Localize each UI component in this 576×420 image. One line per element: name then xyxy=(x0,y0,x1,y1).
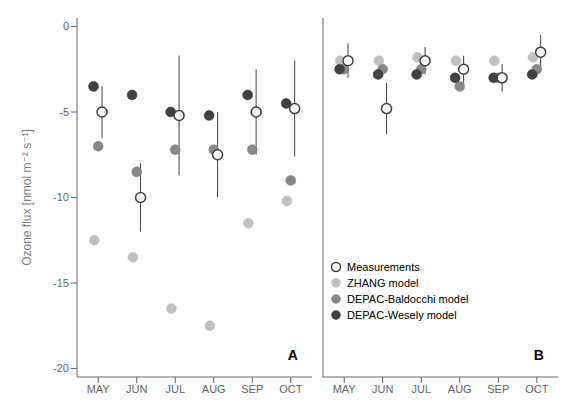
svg-text:AUG: AUG xyxy=(202,383,226,395)
html-text:DEPAC-Wesely model: DEPAC-Wesely model xyxy=(347,309,457,322)
html-text:DEPAC-Baldocchi model: DEPAC-Baldocchi model xyxy=(347,293,469,306)
svg-text:JUN: JUN xyxy=(372,383,393,395)
svg-text:JUL: JUL xyxy=(411,383,431,395)
svg-text:SEP: SEP xyxy=(241,383,263,395)
svg-text:-15: -15 xyxy=(53,277,69,289)
svg-text:-10: -10 xyxy=(53,191,69,203)
svg-text:Ozone flux [nmol m⁻² s⁻¹]: Ozone flux [nmol m⁻² s⁻¹] xyxy=(20,129,34,266)
svg-text:-5: -5 xyxy=(59,106,69,118)
html-text:B: B xyxy=(533,346,544,363)
svg-text:OCT: OCT xyxy=(279,383,303,395)
svg-text:JUL: JUL xyxy=(165,383,185,395)
svg-text:JUN: JUN xyxy=(126,383,147,395)
svg-text:OCT: OCT xyxy=(525,383,549,395)
svg-text:-20: -20 xyxy=(53,362,69,374)
html-text:A: A xyxy=(287,346,298,363)
svg-text:0: 0 xyxy=(63,20,69,32)
svg-text:MAY: MAY xyxy=(87,383,111,395)
svg-text:MAY: MAY xyxy=(333,383,357,395)
html-text:Measurements: Measurements xyxy=(347,261,420,274)
html-text:ZHANG model: ZHANG model xyxy=(347,277,419,290)
svg-text:SEP: SEP xyxy=(487,383,509,395)
svg-text:AUG: AUG xyxy=(448,383,472,395)
